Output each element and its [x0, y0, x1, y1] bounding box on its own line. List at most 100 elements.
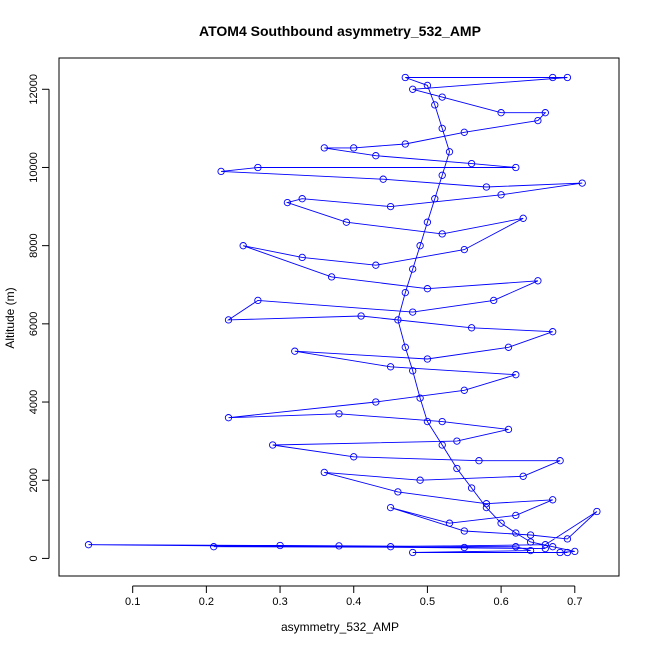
data-point [549, 328, 557, 336]
data-point [497, 191, 505, 199]
data-point [416, 242, 424, 250]
data-point [438, 417, 446, 426]
data-point [401, 73, 409, 82]
data-point [541, 544, 549, 553]
y-tick-label: 0 [28, 555, 40, 561]
data-point [386, 543, 395, 551]
data-point [563, 548, 572, 557]
data-point [526, 538, 535, 546]
x-tick-label: 0.6 [493, 596, 508, 608]
y-tick-label: 4000 [28, 390, 40, 414]
data-point [372, 152, 380, 160]
data-point [335, 542, 343, 550]
data-point [541, 109, 549, 117]
data-point [283, 198, 292, 207]
data-point [254, 163, 262, 172]
data-point [423, 218, 432, 226]
data-point [556, 548, 564, 557]
data-point [217, 167, 225, 176]
data-point [504, 425, 513, 434]
data-point [431, 101, 439, 109]
data-point [438, 441, 446, 449]
data-point [460, 128, 468, 136]
y-tick-label: 10000 [28, 152, 40, 183]
chart-title: ATOM4 Southbound asymmetry_532_AMP [199, 23, 481, 39]
data-point [276, 541, 284, 550]
data-point [298, 253, 306, 262]
y-tick-label: 8000 [28, 233, 40, 257]
data-point [512, 543, 520, 551]
data-point [342, 218, 351, 226]
data-point [482, 500, 491, 508]
data-point [409, 85, 417, 93]
x-axis: 0.1 0.2 0.3 0.4 0.5 0.6 0.7 [125, 585, 582, 608]
data-point [453, 437, 461, 445]
data-point [445, 519, 454, 527]
data-point [438, 230, 446, 238]
data-point [409, 265, 417, 273]
data-point [269, 441, 277, 449]
data-point [497, 109, 505, 117]
data-point [416, 394, 424, 402]
data-point [254, 296, 262, 305]
data-point [541, 541, 549, 549]
data-point [563, 73, 572, 82]
data-point [526, 546, 535, 555]
data-point [350, 453, 358, 461]
data-point [401, 343, 409, 351]
data-point [512, 529, 520, 537]
data-point [291, 347, 299, 355]
data-point [453, 464, 461, 473]
data-point [409, 308, 417, 316]
data-point [386, 363, 395, 371]
data-point [497, 519, 505, 527]
x-tick-label: 0.5 [420, 596, 435, 608]
data-point [467, 324, 476, 332]
data-point [438, 93, 446, 101]
data-point [460, 543, 468, 552]
x-tick-label: 0.1 [125, 596, 140, 608]
data-point [423, 417, 432, 426]
data-point [563, 535, 572, 543]
y-axis-label: Altitude (m) [3, 287, 17, 348]
data-point [526, 531, 535, 539]
series-layer [84, 73, 601, 557]
data-point [460, 527, 468, 535]
data-point [210, 543, 218, 551]
data-point [320, 468, 328, 477]
x-axis-label: asymmetry_532_AMP [281, 620, 399, 634]
y-tick-label: 2000 [28, 468, 40, 492]
data-point [475, 457, 483, 465]
data-point [460, 245, 468, 254]
data-point [549, 543, 557, 551]
series-line [88, 77, 598, 553]
data-point [239, 242, 247, 250]
data-point [519, 472, 527, 480]
data-point [386, 503, 395, 512]
data-point [556, 457, 564, 465]
data-point [512, 511, 520, 520]
data-point [394, 488, 402, 496]
x-tick-label: 0.2 [199, 596, 214, 608]
data-point [320, 144, 328, 152]
y-tick-label: 12000 [28, 74, 40, 105]
data-point [431, 195, 439, 203]
data-point [512, 371, 520, 379]
data-point [416, 476, 424, 484]
data-point [401, 288, 409, 297]
plot-frame [58, 57, 620, 577]
data-point [549, 73, 557, 82]
data-point [534, 277, 542, 285]
data-point [467, 159, 476, 168]
data-point [512, 163, 520, 172]
data-point [438, 171, 446, 179]
data-point [578, 179, 586, 187]
x-tick-label: 0.4 [346, 596, 361, 608]
data-point [460, 386, 468, 394]
data-point [467, 484, 476, 492]
data-point [379, 175, 387, 183]
data-point [409, 548, 417, 557]
data-point [327, 273, 336, 281]
